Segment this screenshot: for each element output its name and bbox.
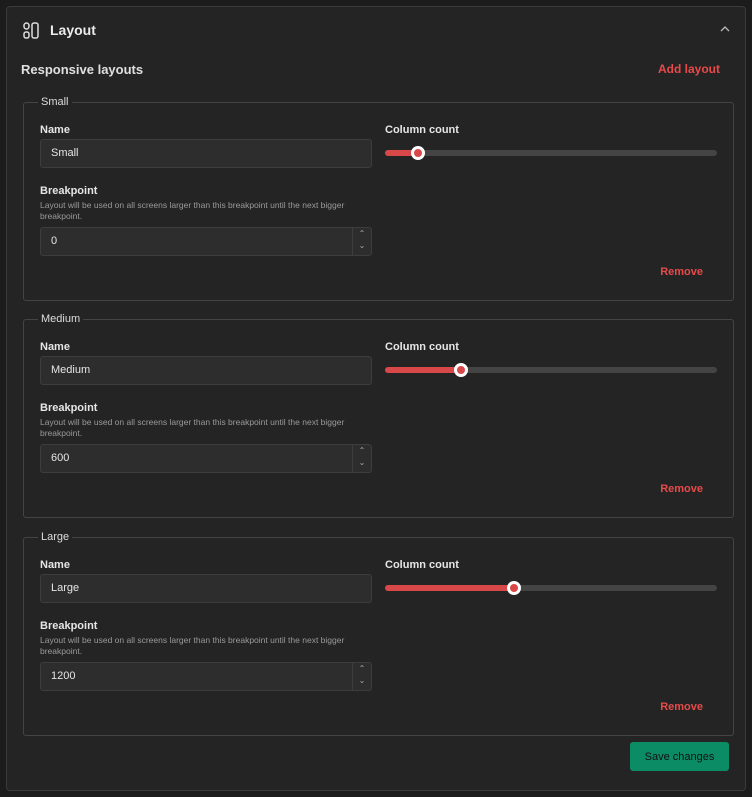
slider-thumb[interactable] [454,363,469,377]
decrement-icon[interactable]: ⌄ [358,458,366,467]
section-title: Responsive layouts [21,62,144,77]
slider-thumb[interactable] [411,146,426,160]
increment-icon[interactable]: ⌃ [358,229,366,238]
slider-fill [385,367,462,373]
number-spinner[interactable]: ⌃ ⌄ [352,663,371,690]
number-spinner[interactable]: ⌃ ⌄ [352,228,371,255]
add-layout-button[interactable]: Add layout [658,62,720,76]
breakpoint-label: Breakpoint [40,620,98,632]
breakpoint-input[interactable]: 1200 ⌃ ⌄ [40,662,372,691]
column-count-slider[interactable] [385,363,717,377]
column-count-slider[interactable] [385,581,717,595]
layout-icon [23,22,39,39]
fieldset-legend: Large [38,531,73,543]
name-input[interactable]: Small [40,139,372,168]
remove-button[interactable]: Remove [660,483,703,495]
fieldset-legend: Medium [38,313,84,325]
fieldset-legend: Small [38,96,72,108]
remove-button[interactable]: Remove [660,266,703,278]
remove-button[interactable]: Remove [660,701,703,713]
increment-icon[interactable]: ⌃ [358,664,366,673]
breakpoint-help: Layout will be used on all screens large… [40,200,345,221]
breakpoint-value: 1200 [51,670,76,682]
column-count-slider[interactable] [385,146,717,160]
panel-title: Layout [50,22,96,38]
breakpoint-help: Layout will be used on all screens large… [40,417,345,438]
name-input[interactable]: Large [40,574,372,603]
column-count-label: Column count [385,559,459,571]
breakpoint-label: Breakpoint [40,185,98,197]
decrement-icon[interactable]: ⌄ [358,676,366,685]
number-spinner[interactable]: ⌃ ⌄ [352,445,371,472]
name-label: Name [40,341,70,353]
column-count-label: Column count [385,124,459,136]
name-input[interactable]: Medium [40,356,372,385]
column-count-label: Column count [385,341,459,353]
slider-fill [385,585,515,591]
layout-fieldset-large: Large Name Large Column count Breakpoint… [23,531,734,736]
name-label: Name [40,559,70,571]
save-changes-button[interactable]: Save changes [630,742,729,771]
breakpoint-value: 600 [51,452,70,464]
breakpoint-input[interactable]: 0 ⌃ ⌄ [40,227,372,256]
increment-icon[interactable]: ⌃ [358,446,366,455]
breakpoint-help: Layout will be used on all screens large… [40,635,345,656]
layout-fieldset-small: Small Name Small Column count Breakpoint… [23,96,734,301]
layout-panel: Layout Responsive layouts Add layout Sma… [6,6,746,791]
breakpoint-label: Breakpoint [40,402,98,414]
breakpoint-value: 0 [51,235,58,247]
name-label: Name [40,124,70,136]
slider-fill [385,150,419,156]
breakpoint-input[interactable]: 600 ⌃ ⌄ [40,444,372,473]
slider-thumb[interactable] [507,581,522,595]
layout-fieldset-medium: Medium Name Medium Column count Breakpoi… [23,313,734,518]
decrement-icon[interactable]: ⌄ [358,241,366,250]
chevron-up-icon[interactable] [719,24,731,34]
